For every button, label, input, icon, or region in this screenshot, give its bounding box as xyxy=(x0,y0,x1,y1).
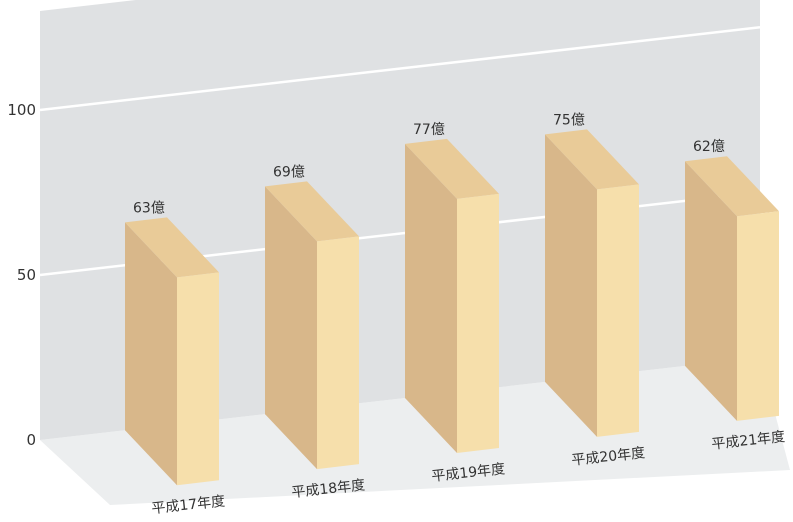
gridline xyxy=(39,25,761,112)
y-tick-label: 0 xyxy=(26,431,36,449)
bar-side xyxy=(125,222,177,486)
bar xyxy=(685,156,779,421)
y-tick-label: 50 xyxy=(17,266,36,284)
value-label: 62億 xyxy=(693,139,725,155)
bar-side xyxy=(265,186,317,470)
category-label: 平成17年度 xyxy=(151,494,226,518)
bar-front xyxy=(457,193,499,454)
bar-top xyxy=(545,129,639,190)
value-label: 69億 xyxy=(273,164,305,180)
y-axis-ticks: 0 50 100 xyxy=(7,101,36,449)
x-axis-labels: 平成17年度 平成18年度 平成19年度 平成20年度 平成21年度 xyxy=(151,429,786,517)
bar-front xyxy=(737,211,779,421)
value-labels: 63億 69億 77億 75億 62億 xyxy=(133,112,725,216)
category-label: 平成21年度 xyxy=(711,429,786,453)
bar-side xyxy=(685,161,737,421)
bars xyxy=(125,129,779,486)
bar-front xyxy=(317,236,359,470)
category-label: 平成20年度 xyxy=(571,445,646,469)
bar-side xyxy=(545,134,597,437)
category-label: 平成19年度 xyxy=(431,461,506,485)
bar-top xyxy=(265,181,359,242)
bar xyxy=(545,129,639,437)
bar-top xyxy=(685,156,779,217)
bar-front xyxy=(597,184,639,437)
category-label: 平成18年度 xyxy=(291,477,366,501)
bar xyxy=(405,138,499,454)
value-label: 75億 xyxy=(553,112,585,128)
bar-side xyxy=(405,143,457,454)
bar-front xyxy=(177,272,219,486)
value-label: 63億 xyxy=(133,200,165,216)
bar xyxy=(125,217,219,486)
value-label: 77億 xyxy=(413,122,445,138)
y-tick-label: 100 xyxy=(7,101,36,119)
bar xyxy=(265,181,359,470)
bar-top xyxy=(405,138,499,199)
bar-top xyxy=(125,217,219,278)
